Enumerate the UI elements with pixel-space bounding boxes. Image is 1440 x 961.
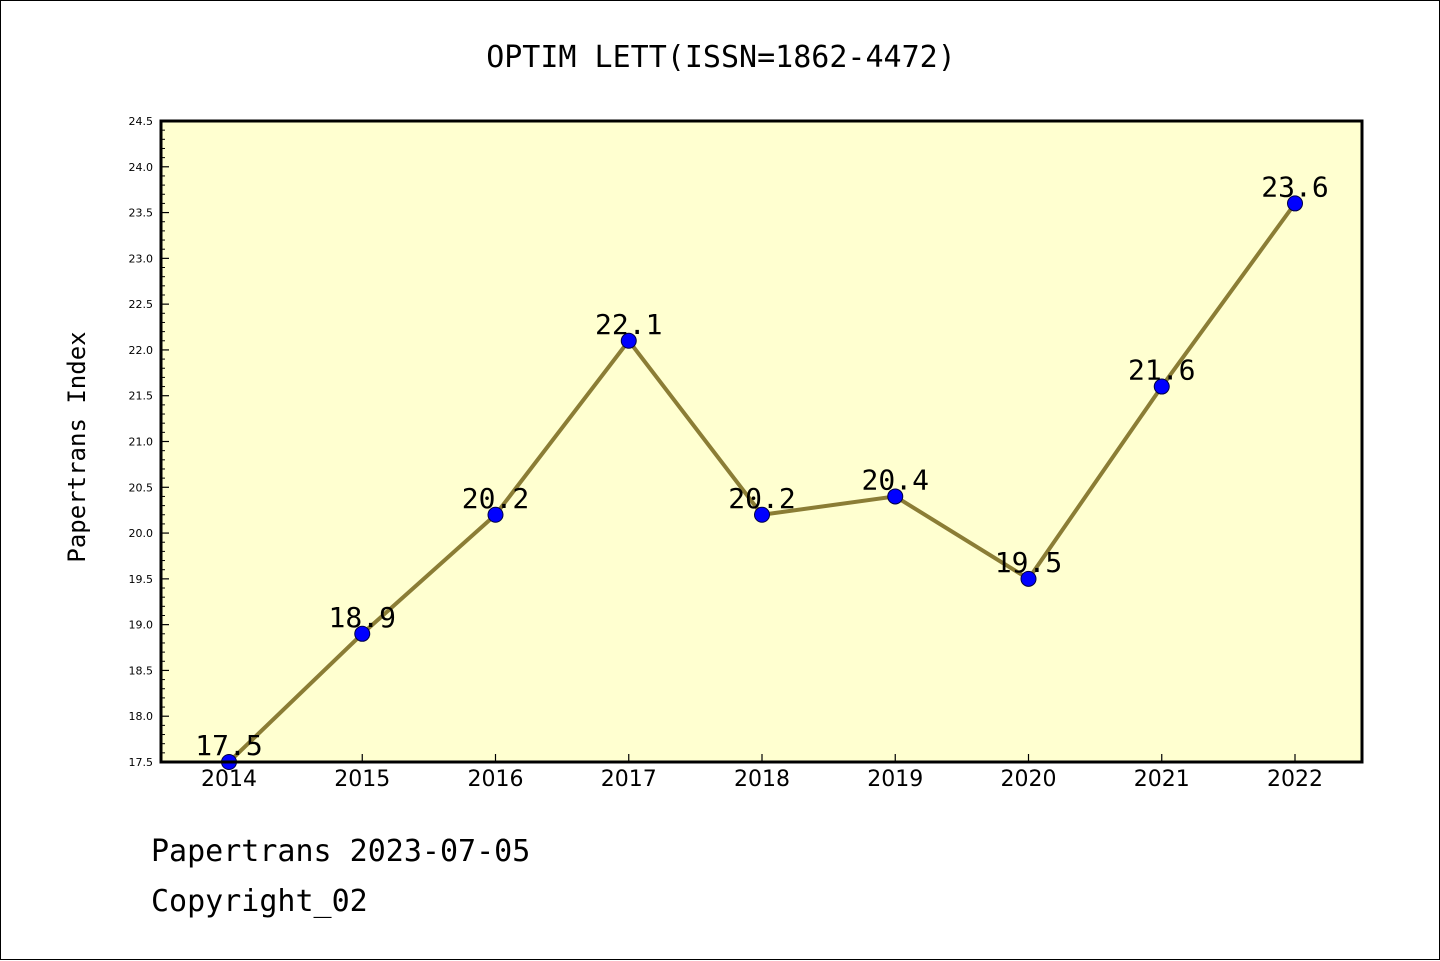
x-tick-label: 2019 (867, 767, 923, 792)
x-axis: 2014 2015 2016 2017 2018 2019 2020 2021 2022 (201, 754, 1323, 792)
y-tick-label: 18.5 (129, 664, 154, 677)
data-point (887, 488, 904, 505)
y-tick-label: 18.0 (129, 710, 154, 723)
y-tick-label: 23.5 (129, 207, 154, 220)
x-tick-label: 2018 (734, 767, 790, 792)
y-tick-label: 17.5 (129, 756, 154, 769)
data-label: 18.9 (329, 601, 396, 634)
y-tick-label: 19.5 (129, 573, 154, 586)
x-tick-label: 2021 (1134, 767, 1190, 792)
data-point (487, 506, 504, 523)
x-tick-label: 2015 (334, 767, 390, 792)
data-label: 20.2 (728, 482, 795, 515)
data-point (1020, 570, 1037, 587)
data-label: 17.5 (195, 729, 262, 762)
y-axis: 17.5 18.0 18.5 19.0 19.5 20.0 20.5 21.0 21.5 22.0… (129, 115, 169, 769)
x-tick-label: 2022 (1267, 767, 1323, 792)
y-tick-label: 24.0 (129, 161, 154, 174)
data-point (754, 506, 770, 523)
plot-border (159, 119, 1364, 764)
data-label: 20.2 (462, 482, 529, 515)
y-axis-label: Papertrans Index (63, 331, 91, 562)
x-tick-label: 2016 (468, 767, 524, 792)
y-tick-label: 23.0 (129, 252, 154, 265)
footer-date: Papertrans 2023-07-05 (151, 834, 531, 869)
data-label: 22.1 (595, 308, 662, 341)
y-tick-label: 19.0 (129, 619, 154, 632)
data-label: 19.5 (995, 546, 1062, 579)
data-label: 23.6 (1261, 170, 1328, 203)
data-point (620, 332, 637, 349)
footer-copyright: Copyright_02 (151, 884, 368, 919)
y-tick-label: 22.0 (129, 344, 154, 357)
y-tick-label: 20.0 (129, 527, 154, 540)
data-label-layer: 17.5 18.9 20.2 22.1 20.2 20.4 19.5 21.6 23.6 (195, 170, 1328, 762)
chart-title: OPTIM LETT(ISSN=1862-4472) (486, 40, 956, 75)
data-label: 20.4 (862, 463, 929, 496)
data-point (1287, 195, 1303, 212)
x-tick-label: 2017 (601, 767, 657, 792)
data-point (1153, 378, 1170, 395)
y-tick-label: 22.5 (129, 298, 154, 311)
x-tick-label: 2020 (1001, 767, 1057, 792)
y-tick-label: 21.0 (129, 436, 154, 449)
plot-area (161, 121, 1362, 762)
series-line-layer (221, 195, 1303, 770)
data-point (354, 625, 371, 642)
y-tick-label: 20.5 (129, 481, 154, 494)
x-tick-label: 2014 (201, 767, 257, 792)
y-tick-label: 24.5 (129, 115, 154, 128)
data-label: 21.6 (1128, 354, 1195, 387)
y-tick-label: 21.5 (129, 390, 154, 403)
